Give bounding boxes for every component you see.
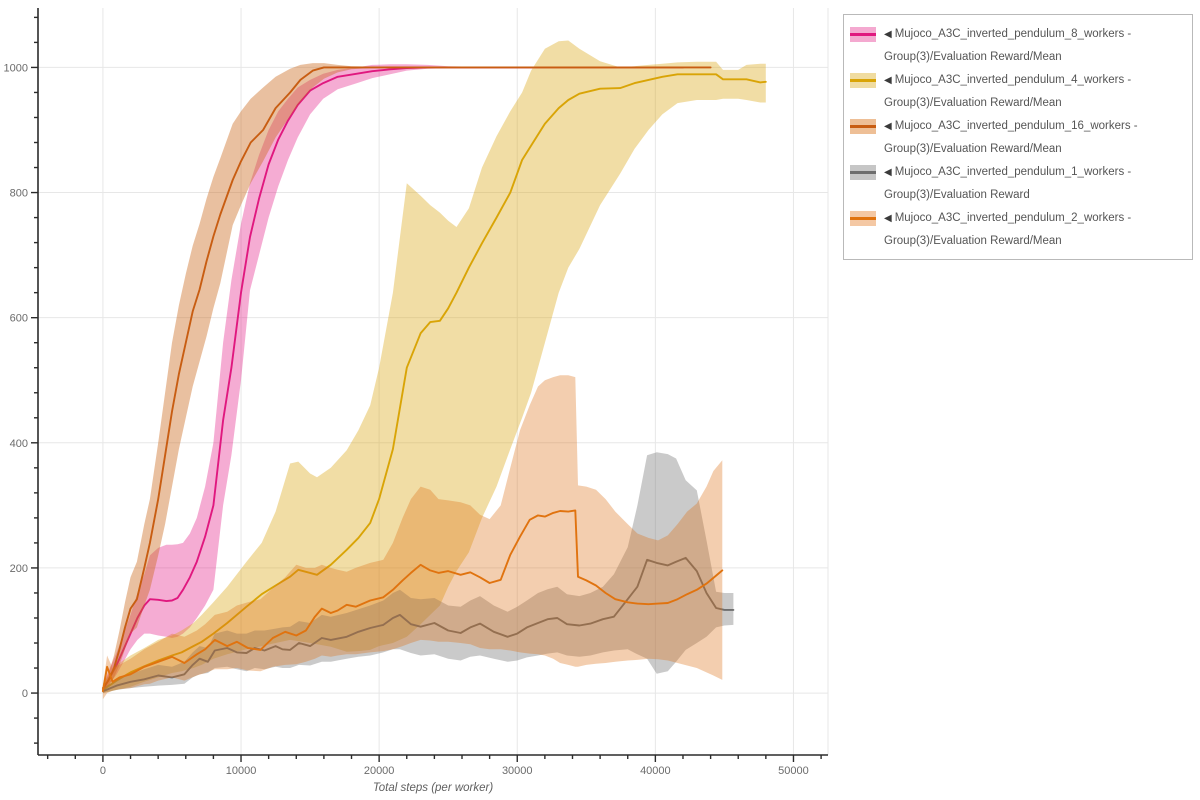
line-series-3 bbox=[101, 556, 735, 693]
legend-triangle-icon: ◀ bbox=[884, 121, 892, 132]
legend-item-4[interactable]: ◀ Mujoco_A3C_inverted_pendulum_2_workers … bbox=[850, 207, 1184, 253]
line-series-0 bbox=[101, 66, 684, 691]
series-swatch-line-1 bbox=[850, 79, 876, 82]
x-tick-label: 10000 bbox=[226, 765, 257, 777]
series-swatch-line-4 bbox=[850, 217, 876, 220]
y-tick-label: 1000 bbox=[4, 62, 28, 74]
legend-item-label: Mujoco_A3C_inverted_pendulum_2_workers -… bbox=[884, 212, 1132, 247]
legend-item-3[interactable]: ◀ Mujoco_A3C_inverted_pendulum_1_workers … bbox=[850, 161, 1184, 207]
series-swatch-3 bbox=[850, 165, 876, 180]
legend-item-2[interactable]: ◀ Mujoco_A3C_inverted_pendulum_16_workers… bbox=[850, 115, 1184, 161]
legend-item-text-2: ◀ Mujoco_A3C_inverted_pendulum_16_workers… bbox=[884, 115, 1184, 161]
y-tick-label: 400 bbox=[10, 438, 28, 450]
x-tick-label: 40000 bbox=[640, 765, 671, 777]
series-curves bbox=[101, 40, 767, 700]
x-tick-label: 50000 bbox=[778, 765, 809, 777]
band-series-0 bbox=[102, 64, 683, 694]
legend: ◀ Mujoco_A3C_inverted_pendulum_8_workers … bbox=[843, 14, 1193, 260]
legend-triangle-icon: ◀ bbox=[884, 213, 892, 224]
x-tick-label: 20000 bbox=[364, 765, 395, 777]
series-swatch-1 bbox=[850, 73, 876, 88]
line-series-2 bbox=[101, 66, 712, 690]
band-series-4 bbox=[102, 375, 723, 700]
legend-item-label: Mujoco_A3C_inverted_pendulum_1_workers -… bbox=[884, 166, 1132, 201]
series-swatch-4 bbox=[850, 211, 876, 226]
legend-item-label: Mujoco_A3C_inverted_pendulum_8_workers -… bbox=[884, 28, 1132, 63]
y-tick-label: 200 bbox=[10, 563, 28, 575]
legend-item-label: Mujoco_A3C_inverted_pendulum_4_workers -… bbox=[884, 74, 1132, 109]
series-swatch-0 bbox=[850, 27, 876, 42]
axes bbox=[31, 8, 828, 762]
plot-area[interactable] bbox=[38, 8, 828, 755]
series-swatch-2 bbox=[850, 119, 876, 134]
x-tick-label: 0 bbox=[100, 765, 106, 777]
legend-item-label: Mujoco_A3C_inverted_pendulum_16_workers … bbox=[884, 120, 1138, 155]
y-tick-label: 600 bbox=[10, 313, 28, 325]
legend-triangle-icon: ◀ bbox=[884, 167, 892, 178]
x-tick-label: 30000 bbox=[502, 765, 533, 777]
legend-item-0[interactable]: ◀ Mujoco_A3C_inverted_pendulum_8_workers … bbox=[850, 23, 1184, 69]
legend-item-text-1: ◀ Mujoco_A3C_inverted_pendulum_4_workers … bbox=[884, 69, 1184, 115]
y-tick-label: 0 bbox=[22, 688, 28, 700]
legend-item-text-0: ◀ Mujoco_A3C_inverted_pendulum_8_workers … bbox=[884, 23, 1184, 69]
line-series-1 bbox=[101, 73, 767, 691]
band-series-1 bbox=[102, 40, 766, 694]
legend-item-1[interactable]: ◀ Mujoco_A3C_inverted_pendulum_4_workers … bbox=[850, 69, 1184, 115]
legend-item-text-4: ◀ Mujoco_A3C_inverted_pendulum_2_workers … bbox=[884, 207, 1184, 253]
legend-item-text-3: ◀ Mujoco_A3C_inverted_pendulum_1_workers … bbox=[884, 161, 1184, 207]
series-swatch-line-0 bbox=[850, 33, 876, 36]
series-swatch-line-3 bbox=[850, 171, 876, 174]
legend-triangle-icon: ◀ bbox=[884, 29, 892, 40]
x-axis-title: Total steps (per worker) bbox=[373, 782, 494, 794]
band-series-3 bbox=[102, 452, 734, 694]
legend-triangle-icon: ◀ bbox=[884, 75, 892, 86]
y-tick-label: 800 bbox=[10, 188, 28, 200]
line-series-4 bbox=[101, 509, 724, 693]
series-swatch-line-2 bbox=[850, 125, 876, 128]
